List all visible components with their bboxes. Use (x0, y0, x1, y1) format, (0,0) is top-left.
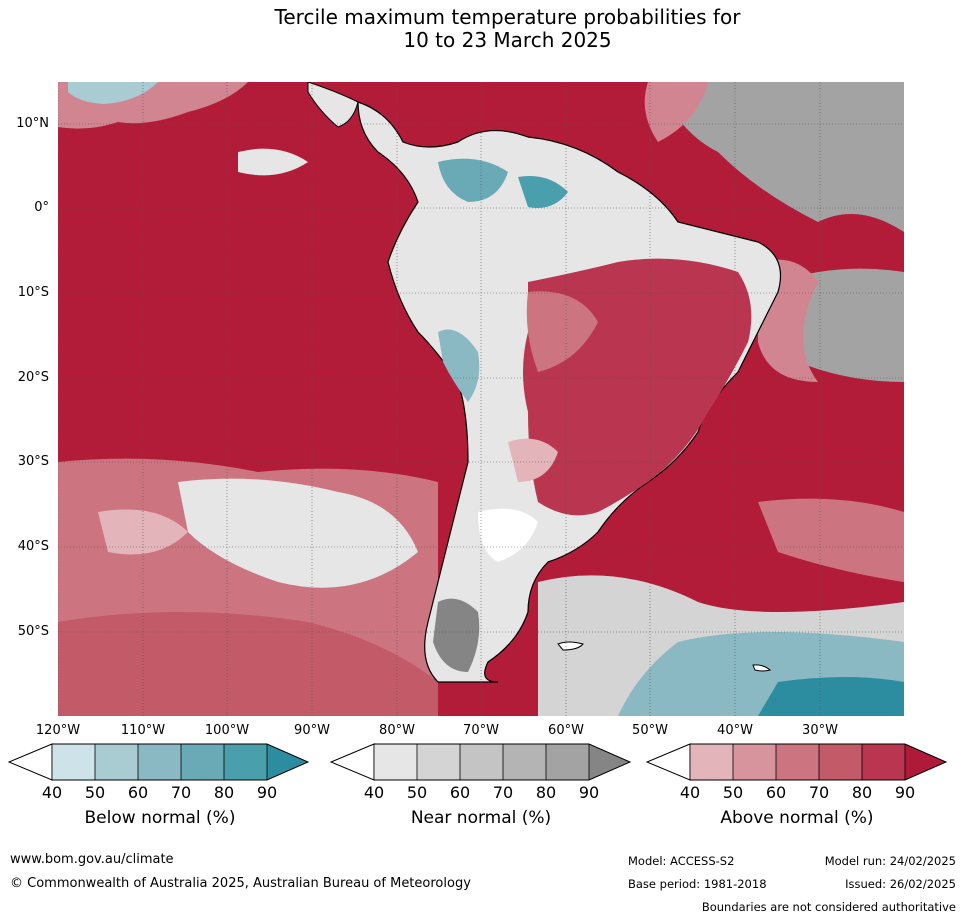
lon-label-120w: 120°W (35, 723, 81, 738)
footer-issued: Issued: 26/02/2025 (845, 877, 956, 891)
footer-copyright: © Commonwealth of Australia 2025, Austra… (10, 876, 471, 891)
below-tick-50: 50 (84, 783, 106, 802)
lon-label-70w: 70°W (463, 723, 499, 738)
above-tick-80: 80 (851, 783, 873, 802)
lon-label-50w: 50°W (632, 723, 668, 738)
lat-label-40s: 40°S (17, 539, 49, 554)
south-georgia (752, 664, 772, 672)
lon-label-110w: 110°W (120, 723, 166, 738)
region-south-band (58, 612, 438, 716)
map-svg (58, 82, 904, 716)
region-brazil-mid (526, 291, 598, 372)
region-parana-pale (508, 438, 558, 482)
near-tick-50: 50 (406, 783, 428, 802)
near-tick-70: 70 (492, 783, 514, 802)
near-tick-90: 90 (578, 783, 600, 802)
region-near-sp (178, 478, 418, 588)
central-america-land (307, 82, 359, 128)
region-blue-nw (68, 82, 158, 104)
map-title-line2: 10 to 23 March 2025 (403, 28, 612, 52)
lon-label-60w: 60°W (548, 723, 584, 738)
lon-label-90w: 90°W (294, 723, 330, 738)
region-venezuela-below (518, 176, 568, 208)
lon-label-30w: 30°W (802, 723, 838, 738)
region-grey-patch (238, 148, 308, 176)
below-tick-60: 60 (127, 783, 149, 802)
region-pale-ne (644, 82, 708, 142)
below-normal-title: Below normal (%) (84, 808, 236, 828)
near-tick-80: 80 (535, 783, 557, 802)
region-argentina-white (478, 508, 538, 562)
footer-website: www.bom.gov.au/climate (10, 852, 174, 867)
region-near-ne (658, 82, 904, 232)
colorbar-below-normal (8, 743, 310, 781)
colorbar-above-normal (646, 743, 948, 781)
lon-label-40w: 40°W (717, 723, 753, 738)
above-normal-title: Above normal (%) (720, 808, 874, 828)
below-tick-80: 80 (213, 783, 235, 802)
above-tick-70: 70 (808, 783, 830, 802)
footer-disclaimer: Boundaries are not considered authoritat… (701, 900, 956, 914)
region-andes-below (438, 329, 480, 402)
below-tick-40: 40 (41, 783, 63, 802)
above-tick-40: 40 (679, 783, 701, 802)
footer-model: Model: ACCESS-S2 (628, 854, 735, 868)
footer-base-period: Base period: 1981-2018 (628, 877, 767, 891)
graticule (58, 82, 904, 716)
above-tick-90: 90 (894, 783, 916, 802)
near-tick-40: 40 (363, 783, 385, 802)
lat-label-30s: 30°S (17, 454, 49, 469)
region-north-below (438, 158, 508, 202)
lat-label-50s: 50°S (17, 624, 49, 639)
lat-label-0: 0° (34, 200, 49, 215)
near-normal-title: Near normal (%) (410, 808, 552, 828)
lon-label-80w: 80°W (379, 723, 415, 738)
probability-map (58, 82, 904, 716)
lat-label-20s: 20°S (17, 370, 49, 385)
above-tick-50: 50 (722, 783, 744, 802)
lon-label-100w: 100°W (204, 723, 250, 738)
region-below-strong (758, 677, 904, 716)
footer-model-run: Model run: 24/02/2025 (824, 854, 956, 868)
above-tick-60: 60 (765, 783, 787, 802)
near-tick-60: 60 (449, 783, 471, 802)
region-mid-se (758, 498, 904, 582)
colorbar-near-normal (330, 743, 632, 781)
falkland-islands (557, 641, 584, 651)
lat-label-10n: 10°N (16, 116, 49, 131)
map-title-line1: Tercile maximum temperature probabilitie… (274, 5, 741, 29)
lat-label-10s: 10°S (17, 285, 49, 300)
region-patagonia-near (433, 598, 480, 672)
below-tick-90: 90 (256, 783, 278, 802)
below-tick-70: 70 (170, 783, 192, 802)
